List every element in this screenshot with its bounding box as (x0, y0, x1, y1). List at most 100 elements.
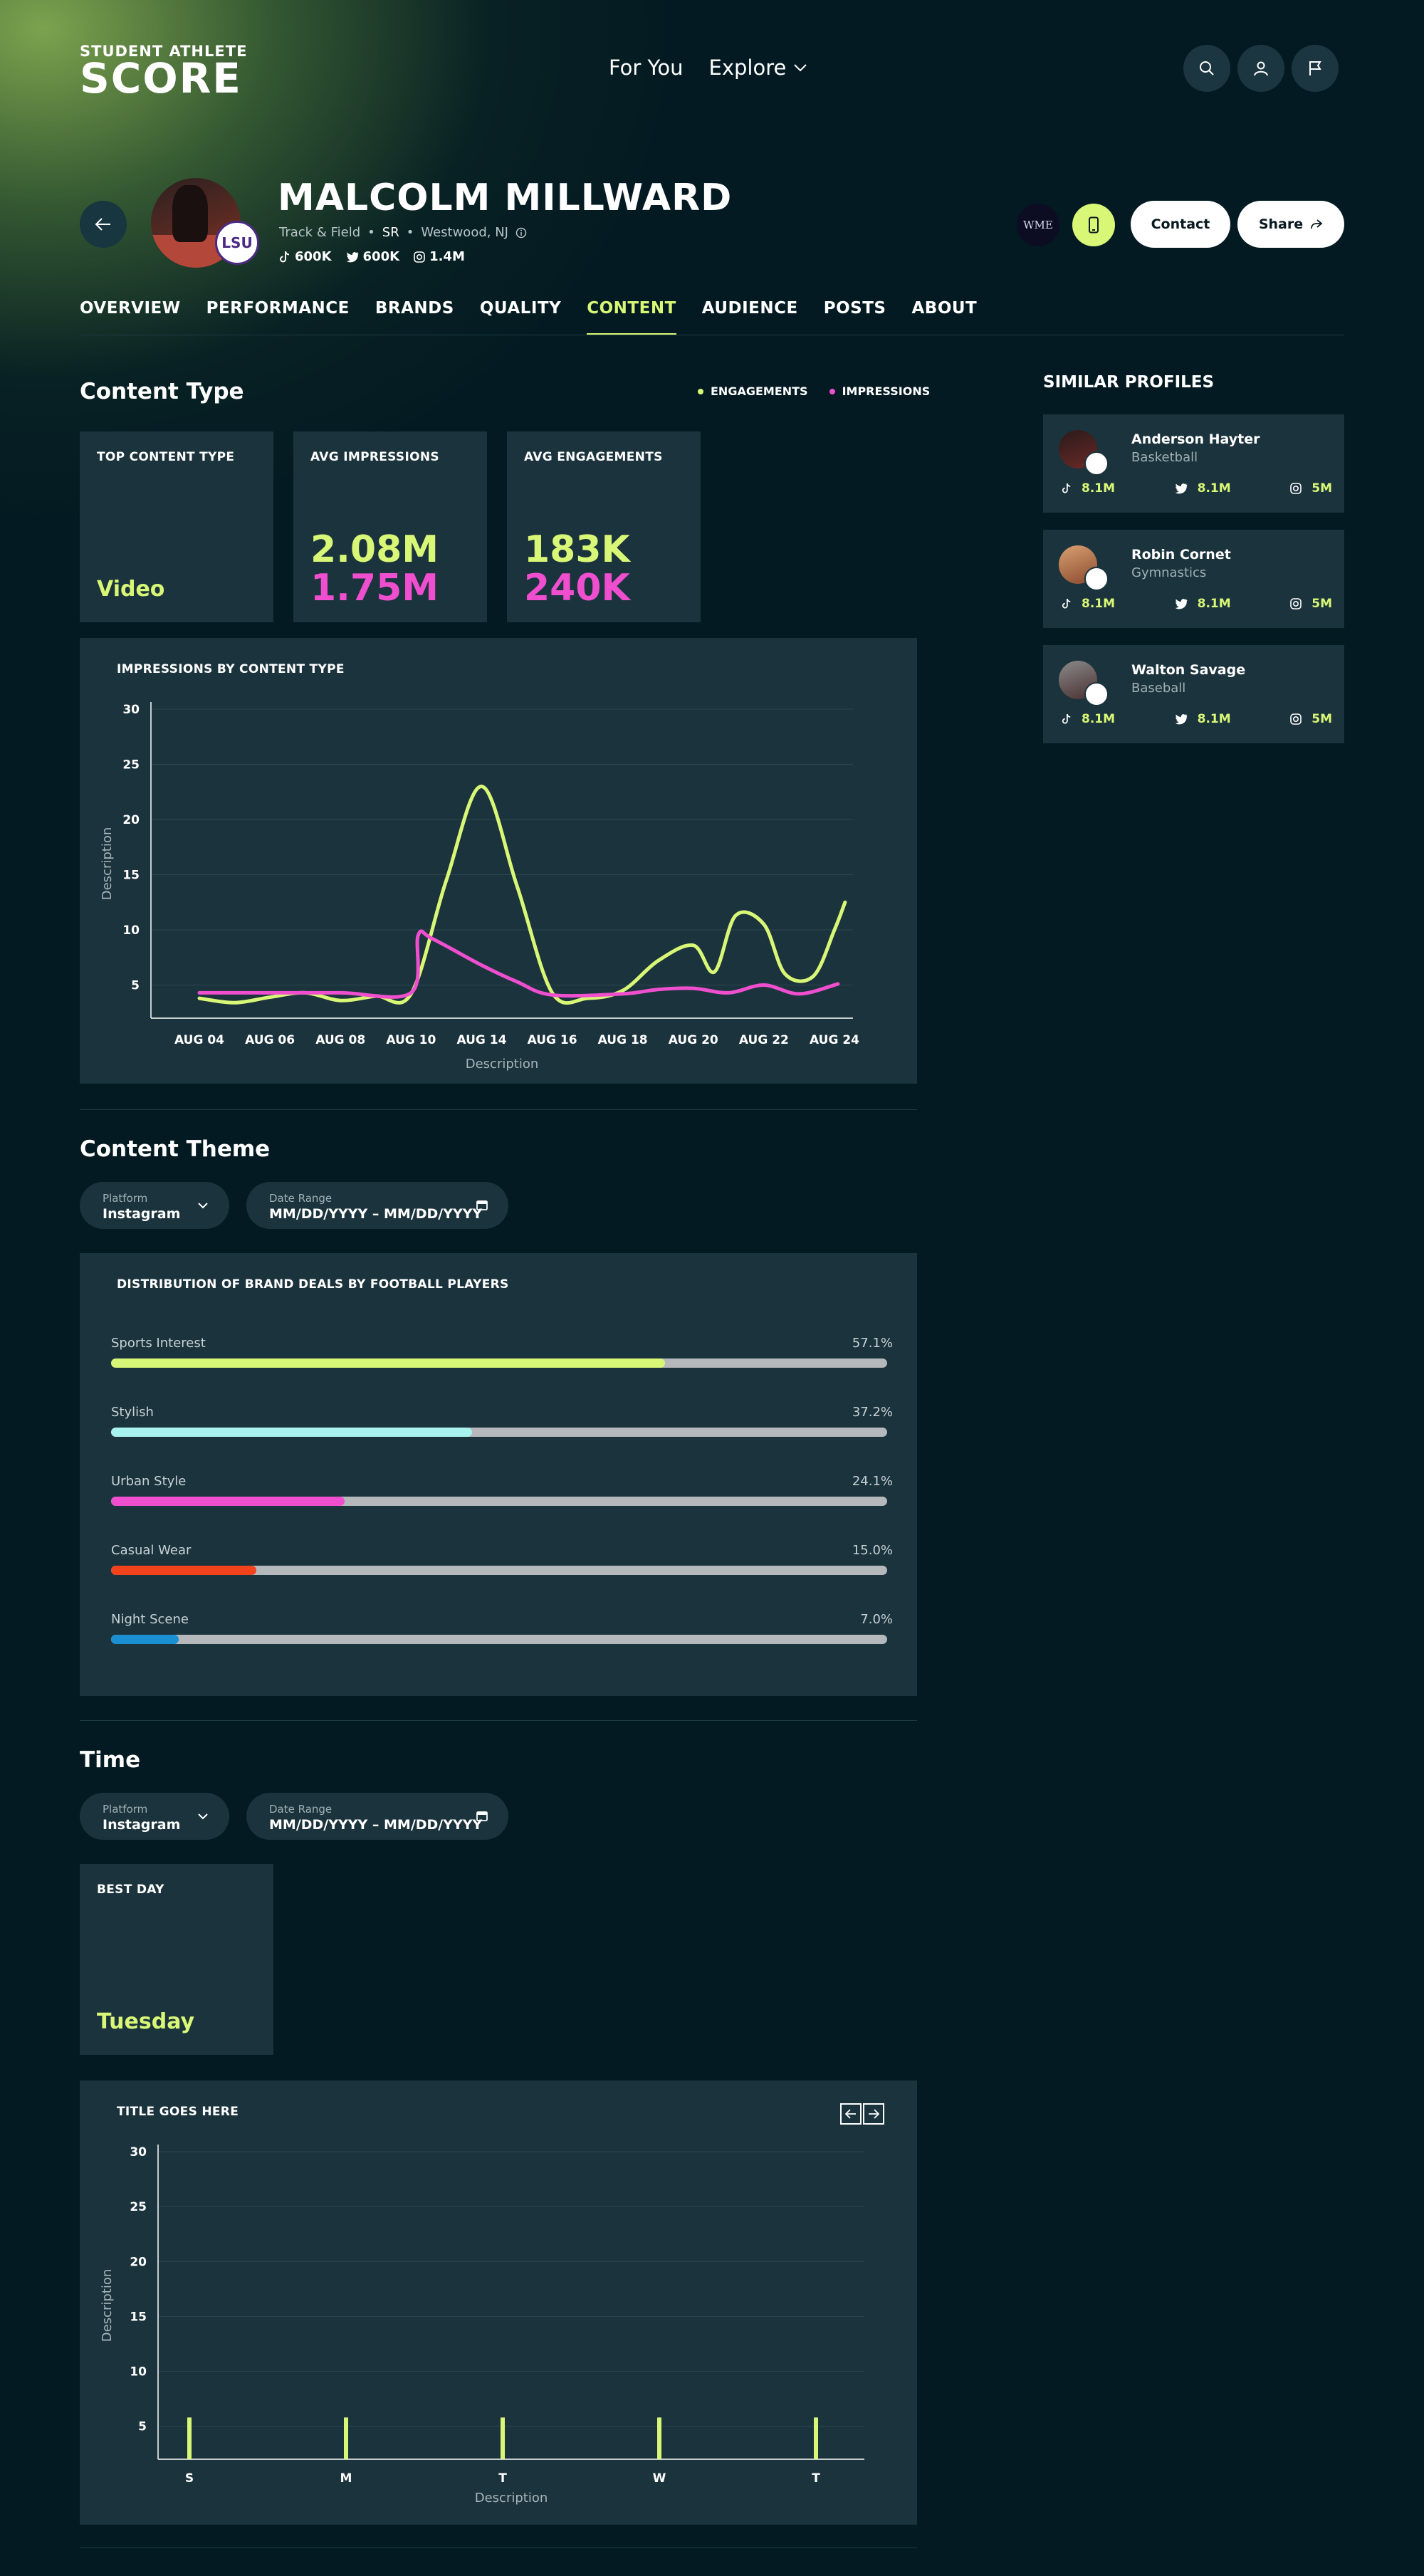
avg-engagements-value-engagements: 183K (524, 528, 630, 571)
contact-button[interactable]: Contact (1131, 201, 1230, 248)
instagram-value: 5M (1312, 481, 1332, 496)
theme-bar-fill (111, 1428, 472, 1437)
avg-engagements-value-impressions: 240K (524, 567, 630, 609)
tab-content[interactable]: CONTENT (587, 299, 676, 335)
theme-bar-fill (111, 1635, 179, 1644)
theme-platform-value: Instagram (103, 1206, 181, 1222)
line-chart: 5 10 15 20 25 30 AUG 04 AUG 06 AUG 08 AUG 10 AUG 1… (100, 702, 859, 1072)
avg-impressions-value-impressions: 1.75M (310, 567, 439, 609)
share-button[interactable]: Share (1237, 201, 1344, 248)
theme-bar-track (111, 1566, 887, 1575)
school-badge (1084, 682, 1109, 706)
theme-bar-label: Sports Interest (111, 1336, 206, 1351)
tiktok-stat: 8.1M (1062, 712, 1115, 726)
tab-audience[interactable]: AUDIENCE (701, 299, 798, 318)
x-tick-label: AUG 20 (669, 1033, 718, 1047)
info-icon[interactable] (515, 227, 527, 239)
arrow-left-icon (95, 218, 110, 231)
twitter-value: 8.1M (1197, 481, 1231, 496)
y-tick-label: 20 (130, 2255, 147, 2269)
time-platform-select[interactable]: Platform Instagram (80, 1793, 229, 1840)
y-tick-label: 5 (138, 2420, 147, 2434)
twitter-value: 8.1M (1197, 712, 1231, 726)
theme-platform-select[interactable]: Platform Instagram (80, 1182, 229, 1229)
theme-date-range-value: MM/DD/YYYY – MM/DD/YYYY (269, 1206, 483, 1222)
top-content-type-card: TOP CONTENT TYPE Video (80, 431, 273, 622)
athlete-location: Westwood, NJ (421, 225, 508, 240)
twitter-stat: 600K (346, 249, 400, 264)
legend-engagements-label: ENGAGEMENTS (711, 384, 808, 398)
brand-deals-title: DISTRIBUTION OF BRAND DEALS BY FOOTBALL … (117, 1277, 509, 1292)
tab-quality[interactable]: QUALITY (479, 299, 562, 318)
chart-next-button[interactable] (863, 2103, 884, 2125)
theme-bar-label: Casual Wear (111, 1543, 192, 1558)
phone-icon (1089, 216, 1099, 234)
tab-about[interactable]: ABOUT (911, 299, 978, 318)
school-badge (1084, 567, 1109, 591)
best-day-value: Tuesday (97, 2009, 195, 2034)
site-logo[interactable]: STUDENT ATHLETE SCORE (80, 44, 247, 100)
similar-profile-card[interactable]: Walton Savage Baseball 8.1M 8.1M 5M (1043, 645, 1344, 743)
avg-impressions-label: AVG IMPRESSIONS (310, 450, 439, 464)
y-axis-label: Description (100, 2269, 115, 2342)
agency-logo[interactable]: WME (1017, 204, 1059, 246)
twitter-value: 600K (362, 249, 400, 264)
chart-prev-button[interactable] (840, 2103, 862, 2125)
back-button[interactable] (80, 201, 127, 248)
time-date-range-input[interactable]: Date Range MM/DD/YYYY – MM/DD/YYYY (246, 1793, 508, 1840)
calendar-icon (476, 1200, 488, 1210)
athlete-sport: Track & Field (279, 225, 361, 240)
school-badge: LSU (215, 221, 259, 265)
athlete-meta: Track & Field • SR • Westwood, NJ (279, 225, 527, 240)
theme-bar-value: 15.0% (852, 1543, 893, 1558)
arrow-right-icon (869, 2109, 879, 2119)
brand-deals-panel: DISTRIBUTION OF BRAND DEALS BY FOOTBALL … (80, 1253, 917, 1696)
account-button[interactable] (1237, 45, 1284, 92)
theme-date-range-input[interactable]: Date Range MM/DD/YYYY – MM/DD/YYYY (246, 1182, 508, 1229)
instagram-stat: 5M (1290, 481, 1332, 496)
tab-brands[interactable]: BRANDS (375, 299, 454, 318)
avg-engagements-card: AVG ENGAGEMENTS 183K 240K (507, 431, 701, 622)
phone-button[interactable] (1072, 204, 1115, 246)
twitter-stat: 8.1M (1175, 712, 1231, 726)
theme-bar-track (111, 1635, 887, 1644)
arrow-left-icon (845, 2109, 856, 2119)
search-button[interactable] (1183, 45, 1230, 92)
series-line-engagements (197, 785, 847, 1005)
y-axis-label: Description (100, 827, 115, 901)
profile-tabs: OVERVIEW PERFORMANCE BRANDS QUALITY CONT… (80, 299, 977, 335)
school-badge (1084, 451, 1109, 476)
tiktok-value: 8.1M (1082, 712, 1116, 726)
time-title: Time (80, 1747, 141, 1773)
twitter-icon (1175, 599, 1188, 609)
theme-date-range-label: Date Range (269, 1192, 333, 1205)
theme-bar-track (111, 1428, 887, 1437)
nav-for-you[interactable]: For You (609, 56, 684, 80)
x-tick-label: W (653, 2471, 666, 2486)
x-axis-label: Description (466, 1057, 539, 1072)
instagram-value: 1.4M (429, 249, 465, 264)
y-tick-label: 25 (122, 758, 140, 773)
tiktok-value: 600K (295, 249, 332, 264)
twitter-icon (346, 251, 358, 262)
athlete-name: MALCOLM MILLWARD (278, 177, 733, 219)
tab-overview[interactable]: OVERVIEW (80, 299, 181, 318)
similar-profile-card[interactable]: Robin Cornet Gymnastics 8.1M 8.1M 5M (1043, 530, 1344, 628)
tab-performance[interactable]: PERFORMANCE (206, 299, 350, 318)
similar-profile-stats: 8.1M 8.1M 5M (1062, 712, 1332, 726)
tab-posts[interactable]: POSTS (823, 299, 886, 318)
instagram-stat: 1.4M (414, 249, 465, 264)
similar-profile-card[interactable]: Anderson Hayter Basketball 8.1M 8.1M 5M (1043, 414, 1344, 513)
flag-icon (1309, 61, 1321, 75)
y-tick-label: 15 (130, 2310, 147, 2324)
theme-bar-fill (111, 1497, 345, 1506)
report-button[interactable] (1292, 45, 1339, 92)
similar-profile-stats: 8.1M 8.1M 5M (1062, 481, 1332, 496)
instagram-value: 5M (1312, 712, 1332, 726)
tiktok-value: 8.1M (1082, 597, 1116, 611)
twitter-value: 8.1M (1197, 597, 1231, 611)
time-chart-panel: TITLE GOES HERE 5 10 15 20 25 30 S M T W T Descript… (80, 2080, 917, 2525)
nav-explore[interactable]: Explore (709, 56, 808, 80)
x-tick-label: T (812, 2471, 820, 2486)
bar (344, 2417, 348, 2459)
